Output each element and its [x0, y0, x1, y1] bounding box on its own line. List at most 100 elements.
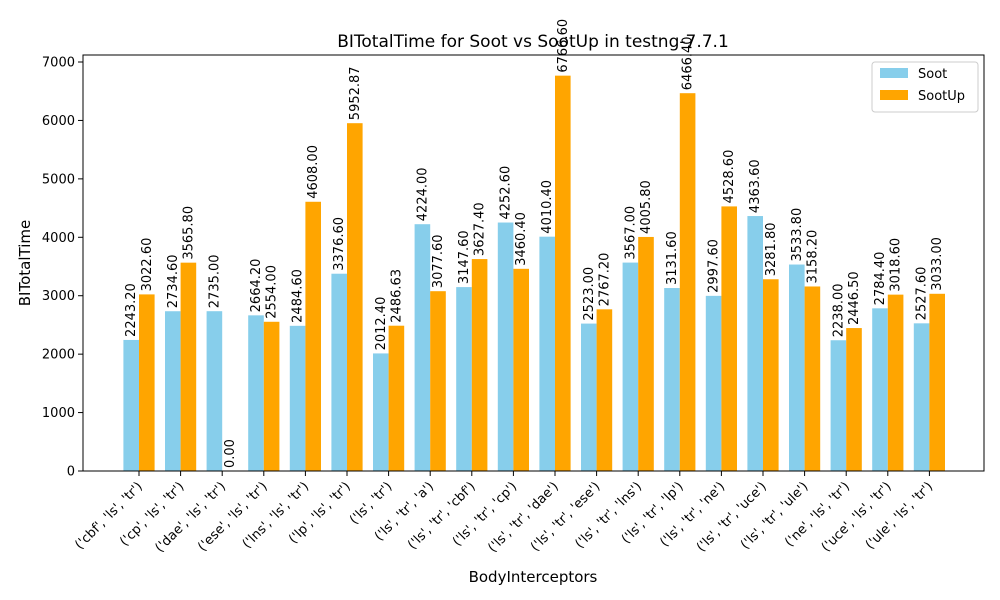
bar-label-soot-ne-ls-tr: 2238.00: [831, 283, 846, 337]
bar-label-sootup-dae-ls-tr: 0.00: [223, 439, 238, 468]
bar-label-sootup-ls-tr-ne: 4528.60: [722, 150, 737, 204]
legend-swatch-sootup: [880, 90, 908, 100]
x-axis-title: BodyInterceptors: [469, 568, 598, 586]
y-tick-label-0: 0: [67, 465, 75, 480]
bar-soot-cbf-ls-tr: [123, 339, 139, 471]
bar-soot-uce-ls-tr: [872, 308, 888, 471]
y-tick-label-4000: 4000: [42, 231, 75, 246]
legend-label-soot: Soot: [918, 67, 947, 82]
y-tick-label-1000: 1000: [42, 406, 75, 421]
bar-soot-ls-tr-uce: [747, 216, 763, 471]
bar-sootup-ls-tr-lns: [638, 236, 654, 471]
bar-value-labels: 2243.20 2734.60 2735.00 2664.20 2484.60 3376.…: [124, 19, 945, 468]
bar-sootup-uce-ls-tr: [887, 294, 904, 471]
bar-sootup-ls-tr-ne: [721, 206, 737, 471]
bar-label-soot-ls-tr-cbf: 3147.60: [457, 230, 472, 284]
bar-sootup-ese-ls-tr: [263, 321, 280, 471]
y-tick-label-3000: 3000: [42, 289, 75, 304]
bar-label-soot-cbf-ls-tr: 2243.20: [124, 283, 139, 337]
bar-label-soot-ls-tr-lns: 3567.00: [623, 206, 638, 260]
bar-label-sootup-ese-ls-tr: 2554.00: [265, 265, 280, 319]
bar-soot-ls-tr-cbf: [456, 287, 472, 471]
legend: Soot SootUp: [871, 61, 979, 113]
bar-label-soot-ls-tr: 2012.40: [374, 297, 389, 351]
bar-label-sootup-ls-tr-cp: 3460.40: [514, 212, 529, 266]
bar-soot-cp-ls-tr: [165, 311, 181, 471]
bar-soot-ule-ls-tr: [913, 323, 930, 471]
bar-label-sootup-ls-tr-dae: 6766.60: [556, 19, 571, 73]
bar-sootup-ls-tr: [388, 325, 405, 471]
bar-soot-ls-tr-lp: [664, 288, 680, 471]
y-axis-title: BITotalTime: [16, 220, 34, 306]
bar-sootup-ls-tr-cp: [513, 268, 529, 471]
bar-label-sootup-ls-tr-lns: 4005.80: [639, 180, 654, 234]
bar-sootup-ls-tr-uce: [763, 279, 779, 471]
bar-sootup-ls-tr-ule: [804, 286, 821, 471]
y-tick-label-6000: 6000: [42, 114, 75, 129]
bar-label-sootup-ule-ls-tr: 3033.00: [930, 237, 945, 291]
bar-label-sootup-ls-tr-cbf: 3627.40: [473, 202, 488, 256]
bar-label-soot-cp-ls-tr: 2734.60: [166, 254, 181, 308]
bar-label-soot-ls-tr-ese: 2523.00: [582, 267, 597, 321]
y-tick-label-7000: 7000: [42, 56, 75, 71]
bar-soot-ls-tr-cp: [497, 222, 514, 471]
bar-sootup-lns-ls-tr: [305, 201, 321, 471]
bar-soot-ls-tr-dae: [539, 236, 555, 471]
bar-label-sootup-uce-ls-tr: 3018.60: [889, 238, 904, 292]
bar-sootup-ls-tr-lp: [679, 93, 696, 471]
bar-sootup-ls-tr-cbf: [471, 259, 488, 471]
bar-label-soot-ls-tr-uce: 4363.60: [748, 159, 763, 213]
plot-area-frame: [82, 54, 985, 472]
bar-soot-ese-ls-tr: [248, 315, 264, 471]
bar-label-soot-uce-ls-tr: 2784.40: [873, 252, 888, 306]
bar-sootup-ne-ls-tr: [846, 328, 862, 471]
legend-label-sootup: SootUp: [918, 89, 965, 104]
bar-sootup-lp-ls-tr: [347, 123, 363, 471]
legend-swatch-soot: [880, 68, 908, 78]
bar-label-soot-ls-tr-ule: 3533.80: [790, 208, 805, 262]
bar-label-soot-ls-tr-cp: 4252.60: [499, 166, 514, 220]
bar-label-soot-ls-tr-a: 4224.00: [415, 167, 430, 221]
bar-soot-dae-ls-tr: [206, 311, 223, 471]
bars-layer: [123, 75, 945, 472]
bar-soot-ls-tr-ne: [705, 295, 722, 471]
bar-soot-ne-ls-tr: [830, 340, 847, 471]
bar-soot-ls-tr-lns: [622, 262, 639, 471]
bar-label-sootup-lp-ls-tr: 5952.87: [348, 66, 363, 120]
bar-sootup-cbf-ls-tr: [139, 294, 155, 471]
bar-sootup-cp-ls-tr: [180, 262, 197, 471]
bar-label-sootup-ls-tr-uce: 3281.80: [764, 222, 779, 276]
bar-label-sootup-cbf-ls-tr: 3022.60: [140, 238, 155, 292]
bar-label-sootup-ls-tr-lp: 6466.40: [681, 36, 696, 90]
bar-label-soot-lp-ls-tr: 3376.60: [332, 217, 347, 271]
bar-label-sootup-cp-ls-tr: 3565.80: [181, 206, 196, 260]
bar-label-sootup-lns-ls-tr: 4608.00: [306, 145, 321, 199]
bar-label-sootup-ls-tr: 2486.63: [389, 269, 404, 323]
bar-label-sootup-ls-tr-ule: 3158.20: [805, 230, 820, 284]
bar-sootup-ls-tr-ese: [596, 309, 613, 471]
bar-soot-ls-tr: [373, 353, 389, 471]
bar-label-soot-ls-tr-ne: 2997.60: [707, 239, 722, 293]
bar-label-sootup-ls-tr-a: 3077.60: [431, 234, 446, 288]
chart-title: BITotalTime for Soot vs SootUp in testng…: [337, 32, 729, 52]
bar-sootup-ule-ls-tr: [929, 293, 945, 471]
bar-label-soot-lns-ls-tr: 2484.60: [291, 269, 306, 323]
bar-label-soot-ese-ls-tr: 2664.20: [249, 259, 264, 313]
bar-soot-lns-ls-tr: [289, 325, 306, 471]
bar-label-soot-dae-ls-tr: 2735.00: [207, 254, 222, 308]
y-tick-label-5000: 5000: [42, 172, 75, 187]
bar-label-soot-ls-tr-dae: 4010.40: [540, 180, 555, 234]
bar-label-sootup-ne-ls-tr: 2446.50: [847, 271, 862, 325]
y-tick-label-2000: 2000: [42, 348, 75, 363]
bar-soot-ls-tr-ule: [789, 264, 805, 471]
bar-label-soot-ls-tr-lp: 3131.60: [665, 231, 680, 285]
bar-label-soot-ule-ls-tr: 2527.60: [915, 267, 930, 321]
bar-soot-ls-tr-ese: [581, 323, 597, 471]
bar-soot-ls-tr-a: [414, 224, 431, 471]
bar-soot-lp-ls-tr: [331, 273, 347, 471]
y-axis: 0 1000 2000 3000 4000 5000 6000 7000: [42, 56, 83, 480]
bar-sootup-ls-tr-dae: [555, 75, 571, 472]
bar-label-sootup-ls-tr-ese: 2767.20: [597, 253, 612, 307]
bar-sootup-ls-tr-a: [430, 291, 446, 471]
